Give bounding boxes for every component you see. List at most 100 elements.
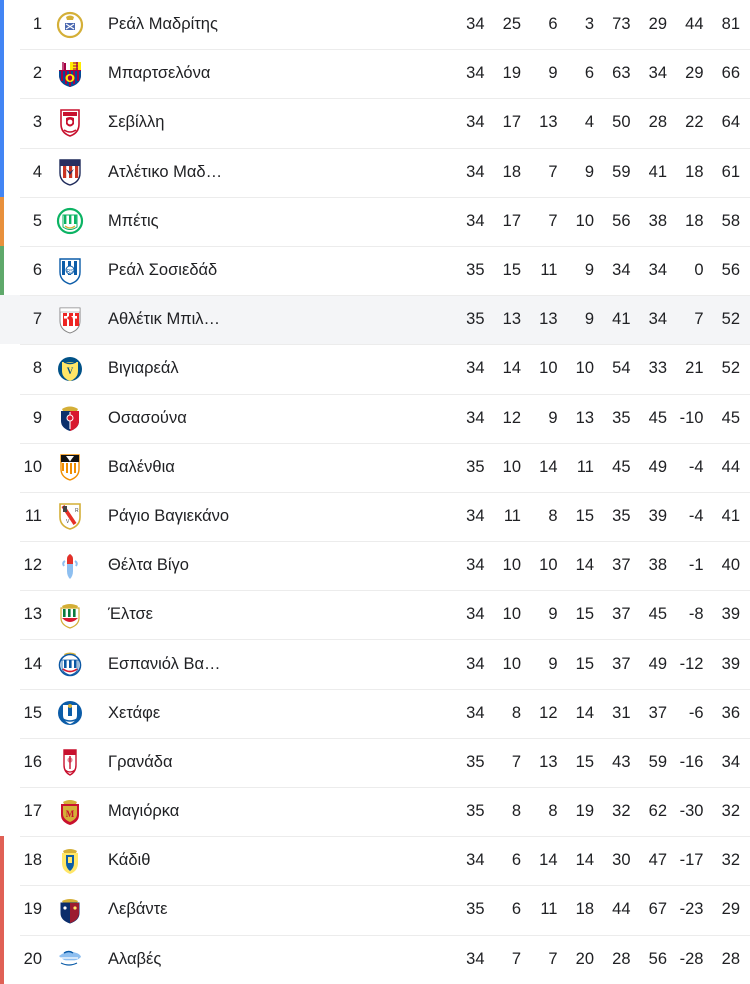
team-name[interactable]: Γρανάδα — [108, 752, 173, 771]
table-row[interactable]: 16 Γρανάδα 35 7 13 15 43 59 -16 34 — [0, 737, 750, 787]
stat-goal-difference: -28 — [679, 949, 704, 968]
stat-drawn: 12 — [539, 703, 558, 722]
stat-goal-difference: -12 — [679, 654, 704, 673]
table-row[interactable]: 13 Έλτσε 34 10 9 15 37 45 -8 39 — [0, 590, 750, 640]
stat-drawn: 10 — [539, 359, 558, 378]
team-stats: 34 8 12 14 31 37 -6 36 — [448, 704, 750, 723]
table-row[interactable]: 18 Κάδιθ 34 6 14 14 30 47 -17 32 — [0, 836, 750, 886]
team-name[interactable]: Κάδιθ — [108, 851, 151, 870]
team-name[interactable]: Βαλένθια — [108, 457, 175, 476]
table-row[interactable]: 12 Θέλτα Βίγο 34 10 10 14 37 38 -1 40 — [0, 541, 750, 591]
team-name[interactable]: Σεβίλλη — [108, 113, 165, 132]
table-row[interactable]: 4 Ατλέτικο Μαδ… 34 18 7 9 59 41 18 61 — [0, 147, 750, 197]
table-row[interactable]: 8 V Βιγιαρεάλ 34 14 10 10 54 33 21 52 — [0, 344, 750, 394]
table-row[interactable]: 17 M Μαγιόρκα 35 8 8 19 32 62 -30 32 — [0, 787, 750, 837]
qualification-zone-bar — [0, 245, 4, 296]
stat-goal-difference: 7 — [694, 310, 704, 329]
table-row[interactable]: 10 Βαλένθια 35 10 14 11 45 49 -4 44 — [0, 442, 750, 492]
stat-drawn: 9 — [548, 654, 558, 673]
stat-played: 34 — [466, 408, 485, 427]
qualification-zone-bar — [0, 196, 4, 246]
stat-lost: 13 — [575, 408, 594, 427]
stat-goals-for: 63 — [612, 64, 631, 83]
team-name[interactable]: Μαγιόρκα — [108, 802, 180, 821]
stat-goals-for: 73 — [612, 15, 631, 34]
team-name[interactable]: Ράγιο Βαγιεκάνο — [108, 506, 230, 525]
table-row[interactable]: 15 Χετάφε 34 8 12 14 31 37 -6 36 — [0, 688, 750, 738]
table-row[interactable]: 3 Σεβίλλη 34 17 13 4 50 28 22 64 — [0, 98, 750, 148]
stat-goals-against: 38 — [648, 556, 667, 575]
stat-goals-against: 34 — [648, 310, 667, 329]
stat-goal-difference: 44 — [685, 15, 704, 34]
team-name[interactable]: Εσπανιόλ Βα… — [108, 654, 221, 673]
team-name[interactable]: Ρεάλ Μαδρίτης — [108, 15, 218, 34]
team-name[interactable]: Ρεάλ Σοσιεδάδ — [108, 261, 218, 280]
team-name[interactable]: Οσασούνα — [108, 408, 187, 427]
stat-points: 28 — [721, 949, 740, 968]
stat-points: 61 — [721, 162, 740, 181]
stat-lost: 15 — [575, 752, 594, 771]
team-name[interactable]: Μπαρτσελόνα — [108, 64, 211, 83]
rank-position: 14 — [23, 654, 42, 673]
rank-position: 8 — [32, 359, 42, 378]
rank-position: 16 — [23, 752, 42, 771]
team-name[interactable]: Βιγιαρεάλ — [108, 359, 179, 378]
rank-position: 12 — [23, 556, 42, 575]
team-name[interactable]: Χετάφε — [108, 703, 161, 722]
team-name[interactable]: Έλτσε — [108, 605, 154, 624]
stat-played: 34 — [466, 506, 485, 525]
stat-goal-difference: -4 — [688, 506, 704, 525]
stat-goal-difference: 29 — [685, 64, 704, 83]
team-name[interactable]: Μπέτις — [108, 211, 159, 230]
stat-drawn: 7 — [548, 162, 558, 181]
barcelona-crest-icon — [52, 59, 88, 89]
table-row[interactable]: 7 Αθλέτικ Μπιλ… 35 13 13 9 41 34 7 52 — [0, 295, 750, 345]
stat-played: 34 — [466, 703, 485, 722]
stat-goals-against: 38 — [648, 211, 667, 230]
elche-crest-icon — [52, 600, 88, 630]
rank-position: 20 — [23, 949, 42, 968]
table-row[interactable]: 11 R V Ράγιο Βαγιεκάνο 34 11 8 15 35 39 -4 41 — [0, 491, 750, 542]
stat-points: 39 — [721, 605, 740, 624]
stat-won: 10 — [502, 605, 521, 624]
stat-lost: 9 — [584, 261, 594, 280]
villarreal-crest-icon: V — [52, 354, 88, 384]
table-row[interactable]: 2 Μπαρτσελόνα 34 19 9 6 63 34 29 66 — [0, 49, 750, 99]
stat-won: 6 — [511, 900, 521, 919]
stat-drawn: 13 — [539, 310, 558, 329]
stat-goals-against: 49 — [648, 654, 667, 673]
table-row[interactable]: 6 RS Ρεάλ Σοσιεδάδ 35 15 11 9 34 34 0 56 — [0, 245, 750, 296]
team-stats: 34 19 9 6 63 34 29 66 — [448, 64, 750, 83]
stat-drawn: 10 — [539, 556, 558, 575]
qualification-zone-bar — [0, 885, 4, 935]
team-name[interactable]: Αλαβές — [108, 949, 162, 968]
osasuna-crest-icon — [52, 403, 88, 433]
team-name[interactable]: Λεβάντε — [108, 900, 168, 919]
rank-position: 18 — [23, 851, 42, 870]
stat-goals-against: 37 — [648, 703, 667, 722]
qualification-zone-bar — [0, 295, 4, 344]
stat-goals-for: 45 — [612, 457, 631, 476]
table-row[interactable]: 9 Οσασούνα 34 12 9 13 35 45 -10 45 — [0, 393, 750, 443]
table-row[interactable]: 1 Ρεάλ Μαδρίτης 34 25 6 3 73 29 44 81 — [0, 0, 750, 50]
stat-points: 32 — [721, 802, 740, 821]
table-row[interactable]: 14 Εσπανιόλ Βα… 34 10 9 15 37 49 -12 39 — [0, 639, 750, 689]
team-name[interactable]: Αθλέτικ Μπιλ… — [108, 310, 221, 329]
sociedad-crest-icon: RS — [52, 256, 88, 286]
team-name[interactable]: Ατλέτικο Μαδ… — [108, 162, 223, 181]
stat-goals-for: 35 — [612, 408, 631, 427]
stat-played: 34 — [466, 162, 485, 181]
stat-lost: 15 — [575, 654, 594, 673]
qualification-zone-bar — [0, 934, 4, 984]
stat-won: 10 — [502, 654, 521, 673]
row-separator — [20, 639, 750, 641]
stat-won: 12 — [502, 408, 521, 427]
team-name[interactable]: Θέλτα Βίγο — [108, 556, 189, 575]
stat-points: 64 — [721, 113, 740, 132]
stat-won: 18 — [502, 162, 521, 181]
table-row[interactable]: 19 Λεβάντε 35 6 11 18 44 67 -23 29 — [0, 885, 750, 935]
table-row[interactable]: 5 Μπέτις 34 17 7 10 56 38 18 58 — [0, 196, 750, 246]
table-row[interactable]: 20 Αλαβές 34 7 7 20 28 56 -28 28 — [0, 934, 750, 984]
stat-drawn: 7 — [548, 949, 558, 968]
stat-goals-against: 62 — [648, 802, 667, 821]
